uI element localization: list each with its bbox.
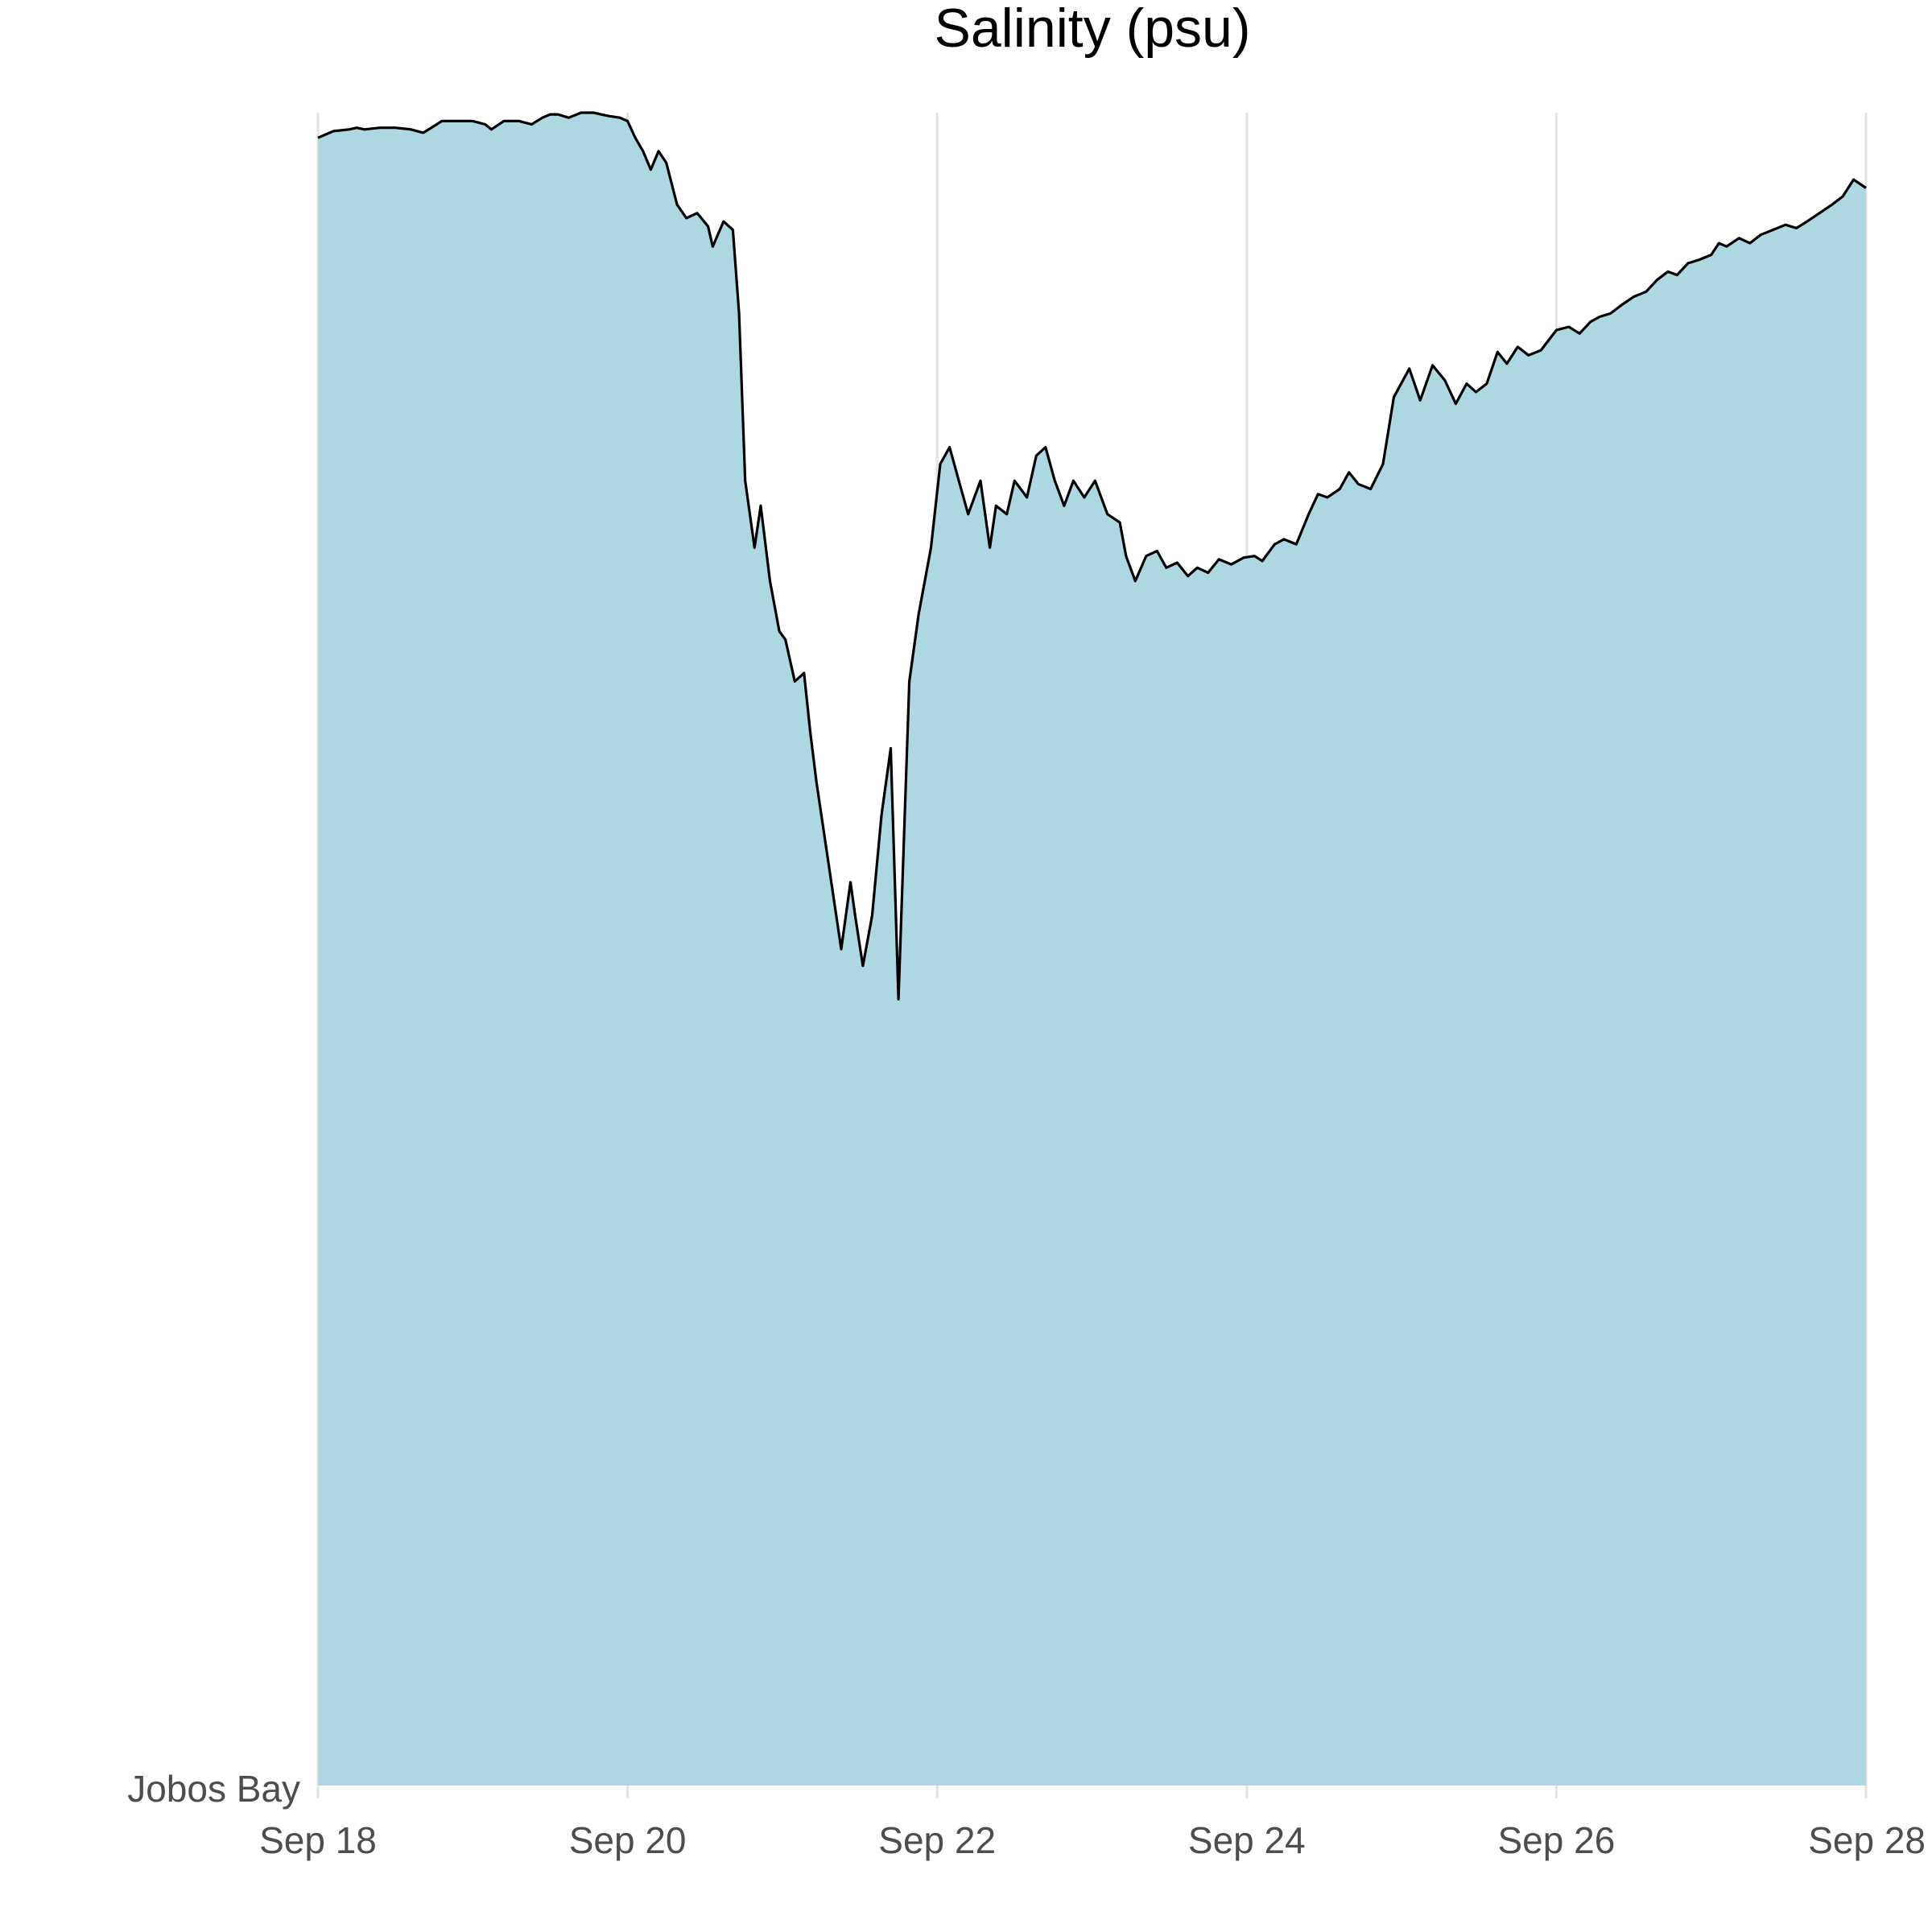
x-tick-label: Sep 22 xyxy=(878,1819,996,1861)
area-layer xyxy=(318,113,1866,1785)
salinity-area xyxy=(318,113,1866,1785)
category-label: Jobos Bay xyxy=(127,1768,300,1810)
line-layer xyxy=(317,111,1867,1001)
x-tick-label: Sep 18 xyxy=(259,1819,377,1861)
x-tick-label: Sep 26 xyxy=(1498,1819,1616,1861)
x-tick-label: Sep 24 xyxy=(1188,1819,1306,1861)
chart-title: Salinity (psu) xyxy=(934,0,1250,59)
x-tick-label: Sep 20 xyxy=(569,1819,687,1861)
x-axis: Sep 18 Sep 20 Sep 22 Sep 24 Sep 26 Sep 28 xyxy=(259,1785,1926,1861)
x-tick-label: Sep 28 xyxy=(1808,1819,1926,1861)
salinity-line xyxy=(317,111,1867,1001)
